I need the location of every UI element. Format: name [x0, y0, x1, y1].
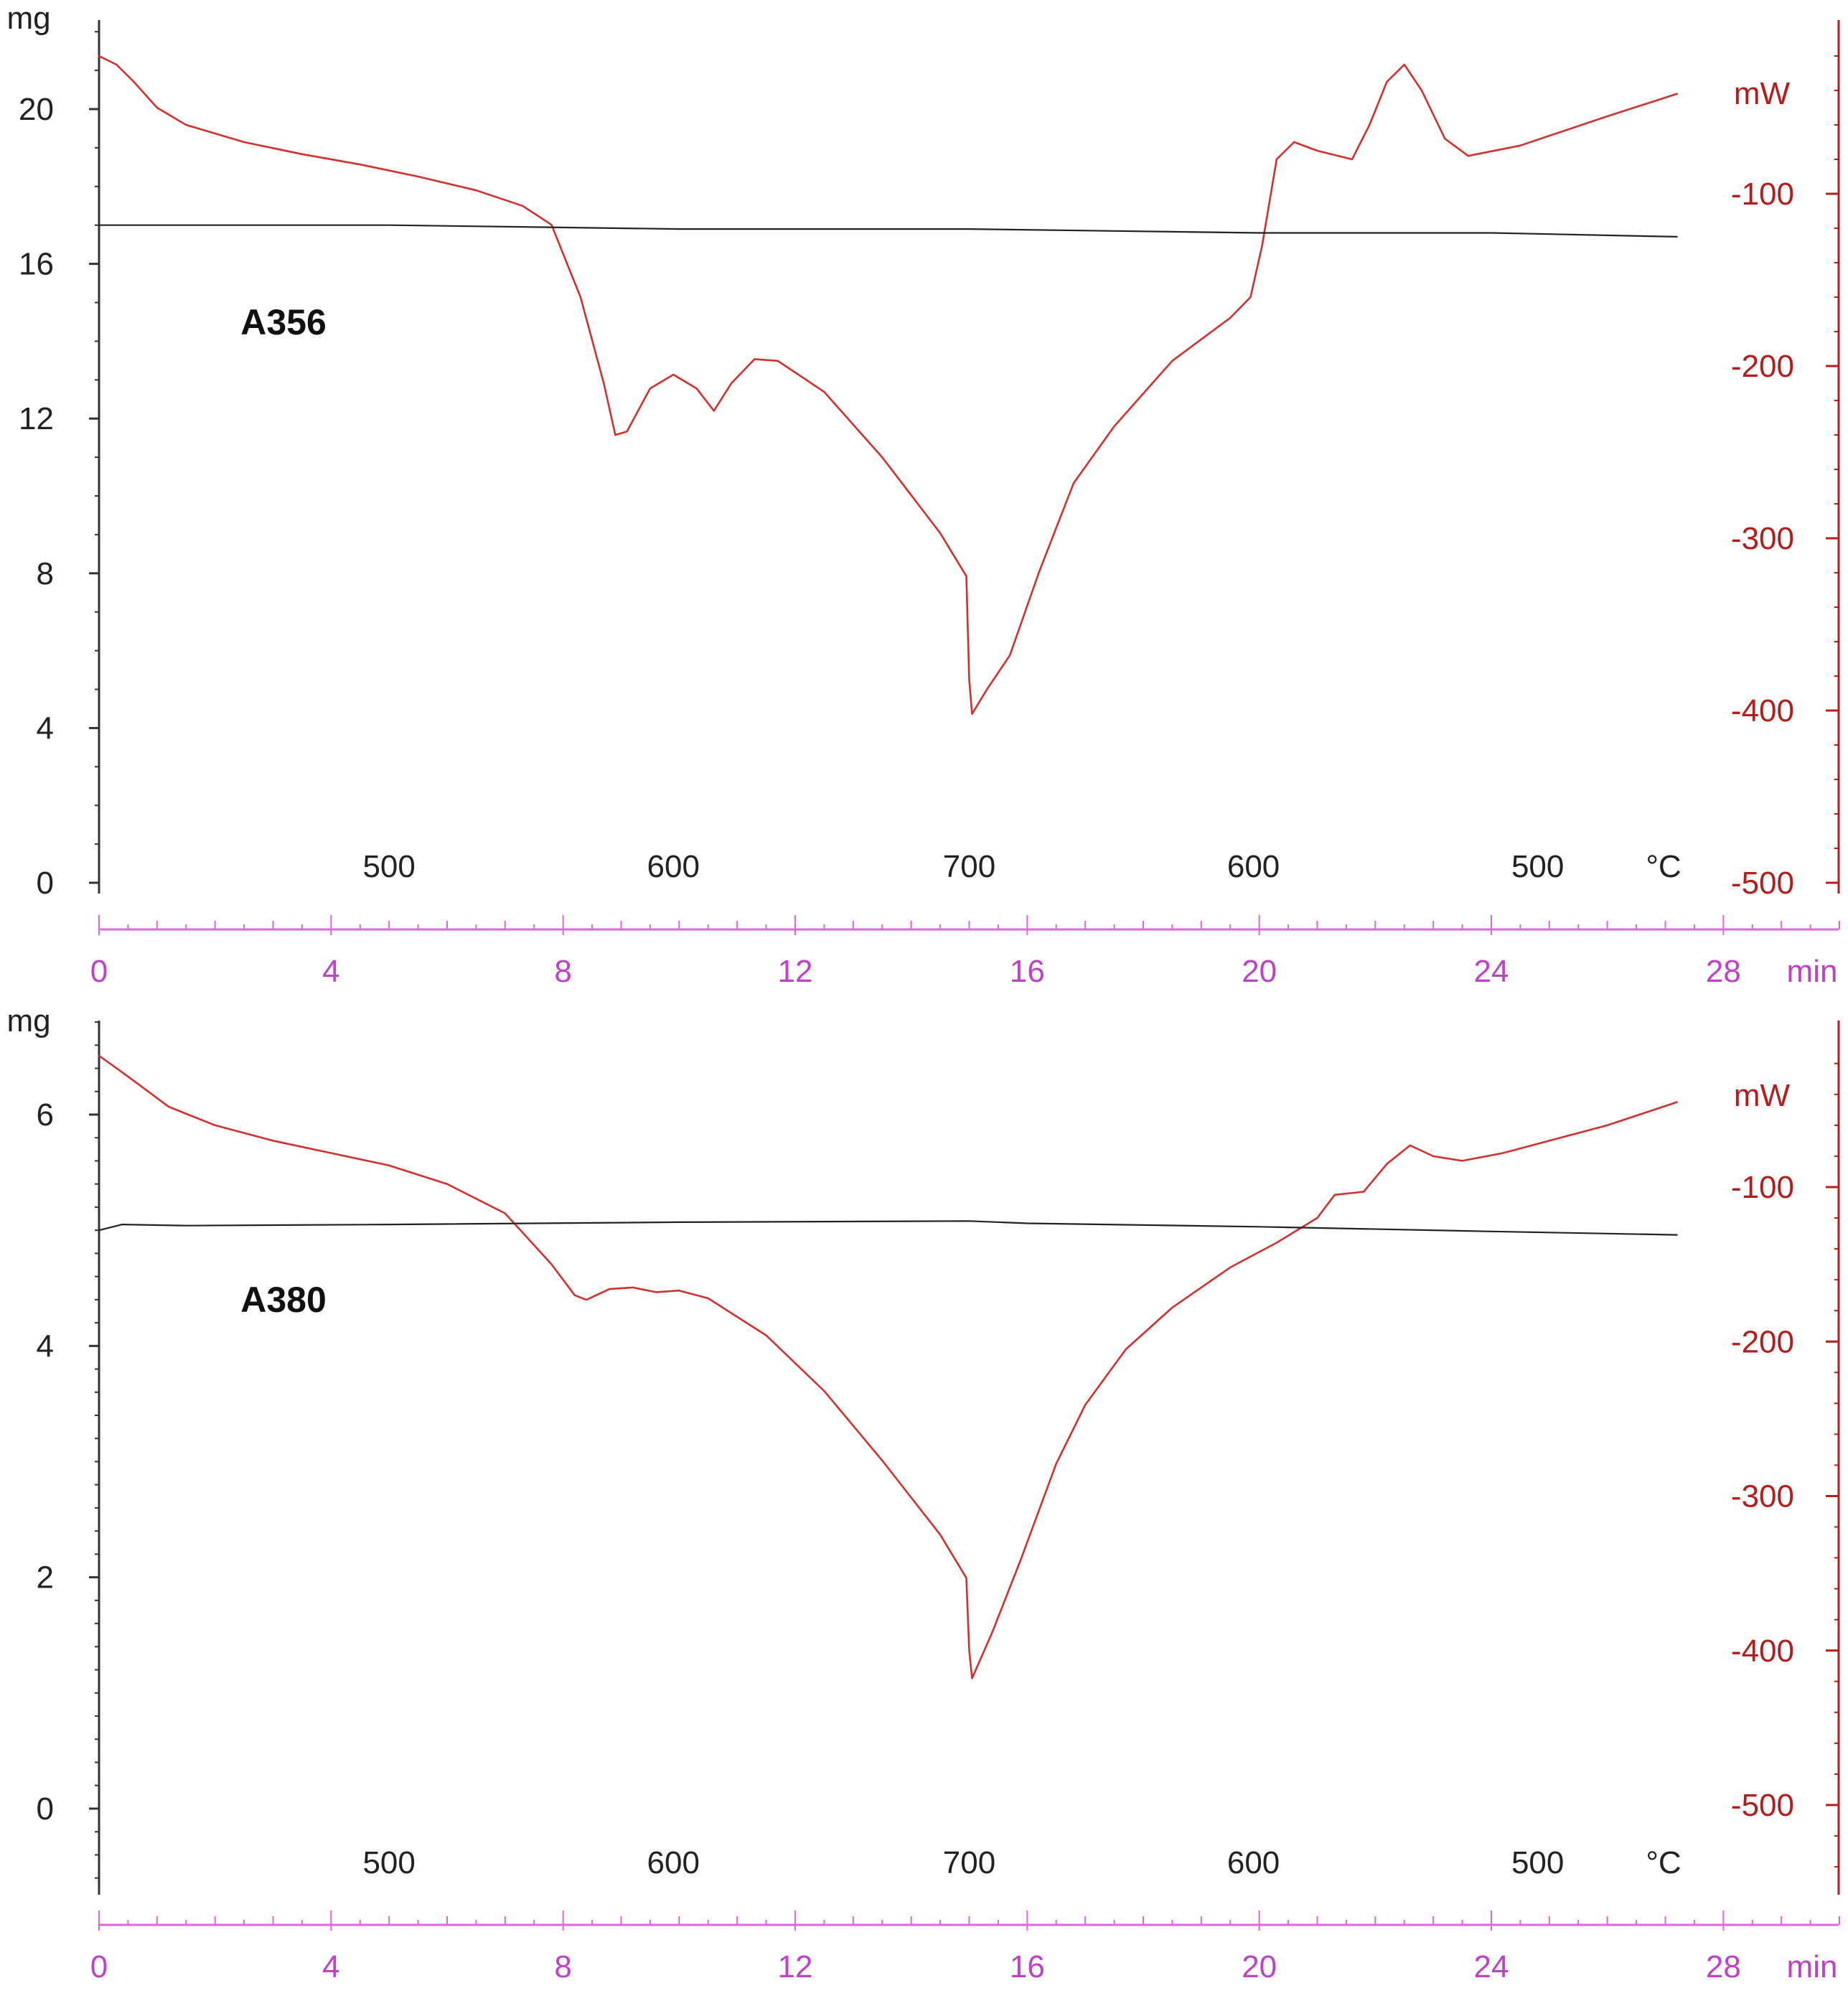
- sample-label: A380: [240, 1280, 327, 1320]
- right-axis-unit: mW: [1734, 1078, 1791, 1113]
- time-axis-tick-label: 0: [90, 954, 108, 989]
- time-axis-unit: min: [1787, 1949, 1838, 1984]
- chart-panel-a356: 0 4 8 12 16 20 mg -100 -200 -300 -400 -500 mW 500 600 7…: [6, 1, 1840, 989]
- right-axis-tick-label: -500: [1731, 866, 1794, 901]
- right-axis-tick-label: -200: [1731, 1324, 1794, 1359]
- temperature-unit: °C: [1646, 849, 1681, 884]
- temperature-tick-label: 600: [1227, 1845, 1280, 1880]
- left-axis-unit: mg: [6, 1003, 50, 1039]
- temperature-tick-label: 700: [943, 1845, 995, 1880]
- time-axis-tick-label: 24: [1474, 1949, 1509, 1984]
- right-axis-tick-label: -300: [1731, 521, 1794, 556]
- temperature-unit: °C: [1646, 1845, 1681, 1880]
- heat-flow-line: [98, 1054, 1678, 1679]
- time-axis-tick-label: 20: [1242, 954, 1277, 989]
- time-axis-tick-label: 24: [1474, 954, 1509, 989]
- temperature-tick-label: 500: [1511, 1845, 1564, 1880]
- right-axis-tick-label: -200: [1731, 349, 1794, 384]
- left-axis-tick-label: 2: [37, 1560, 54, 1595]
- time-axis-unit: min: [1787, 954, 1838, 989]
- mass-line: [98, 224, 1678, 238]
- temperature-tick-label: 600: [647, 849, 700, 884]
- left-axis-tick-label: 0: [37, 866, 54, 901]
- left-axis-tick-label: 4: [37, 1328, 54, 1364]
- temperature-tick-label: 700: [943, 849, 995, 884]
- right-axis-unit: mW: [1734, 76, 1791, 111]
- left-axis-tick-label: 6: [37, 1097, 54, 1133]
- temperature-tick-label: 600: [647, 1845, 700, 1880]
- left-axis-tick-label: 0: [37, 1791, 54, 1827]
- right-axis-tick-label: -400: [1731, 1633, 1794, 1669]
- temperature-tick-label: 500: [1511, 849, 1564, 884]
- left-axis-tick-label: 12: [19, 401, 54, 436]
- sample-label: A356: [240, 302, 327, 342]
- left-axis-tick-label: 16: [19, 247, 54, 282]
- heat-flow-line: [98, 55, 1678, 716]
- time-axis-tick-label: 8: [554, 954, 571, 989]
- time-axis-tick-label: 28: [1706, 1949, 1741, 1984]
- time-axis-tick-label: 28: [1706, 954, 1741, 989]
- temperature-tick-label: 600: [1227, 849, 1280, 884]
- right-axis-tick-label: -300: [1731, 1479, 1794, 1514]
- right-axis-tick-label: -500: [1731, 1788, 1794, 1823]
- temperature-tick-label: 500: [362, 1845, 415, 1880]
- time-axis-tick-label: 16: [1010, 954, 1045, 989]
- left-axis-tick-label: 4: [37, 711, 54, 746]
- left-axis-unit: mg: [6, 1, 50, 36]
- right-axis-tick-label: -100: [1731, 1170, 1794, 1205]
- temperature-tick-label: 500: [362, 849, 415, 884]
- time-axis-tick-label: 20: [1242, 1949, 1277, 1984]
- right-axis-tick-label: -100: [1731, 177, 1794, 212]
- mass-line: [98, 1220, 1678, 1236]
- right-axis-tick-label: -400: [1731, 693, 1794, 728]
- time-axis-tick-label: 4: [322, 1949, 339, 1984]
- time-axis-tick-label: 0: [90, 1949, 108, 1984]
- time-axis-tick-label: 16: [1010, 1949, 1045, 1984]
- time-axis-tick-label: 12: [778, 954, 813, 989]
- time-axis-tick-label: 8: [554, 1949, 571, 1984]
- left-axis-tick-label: 8: [37, 556, 54, 591]
- left-axis-tick-label: 20: [19, 92, 54, 127]
- time-axis-tick-label: 4: [322, 954, 339, 989]
- time-axis-tick-label: 12: [778, 1949, 813, 1984]
